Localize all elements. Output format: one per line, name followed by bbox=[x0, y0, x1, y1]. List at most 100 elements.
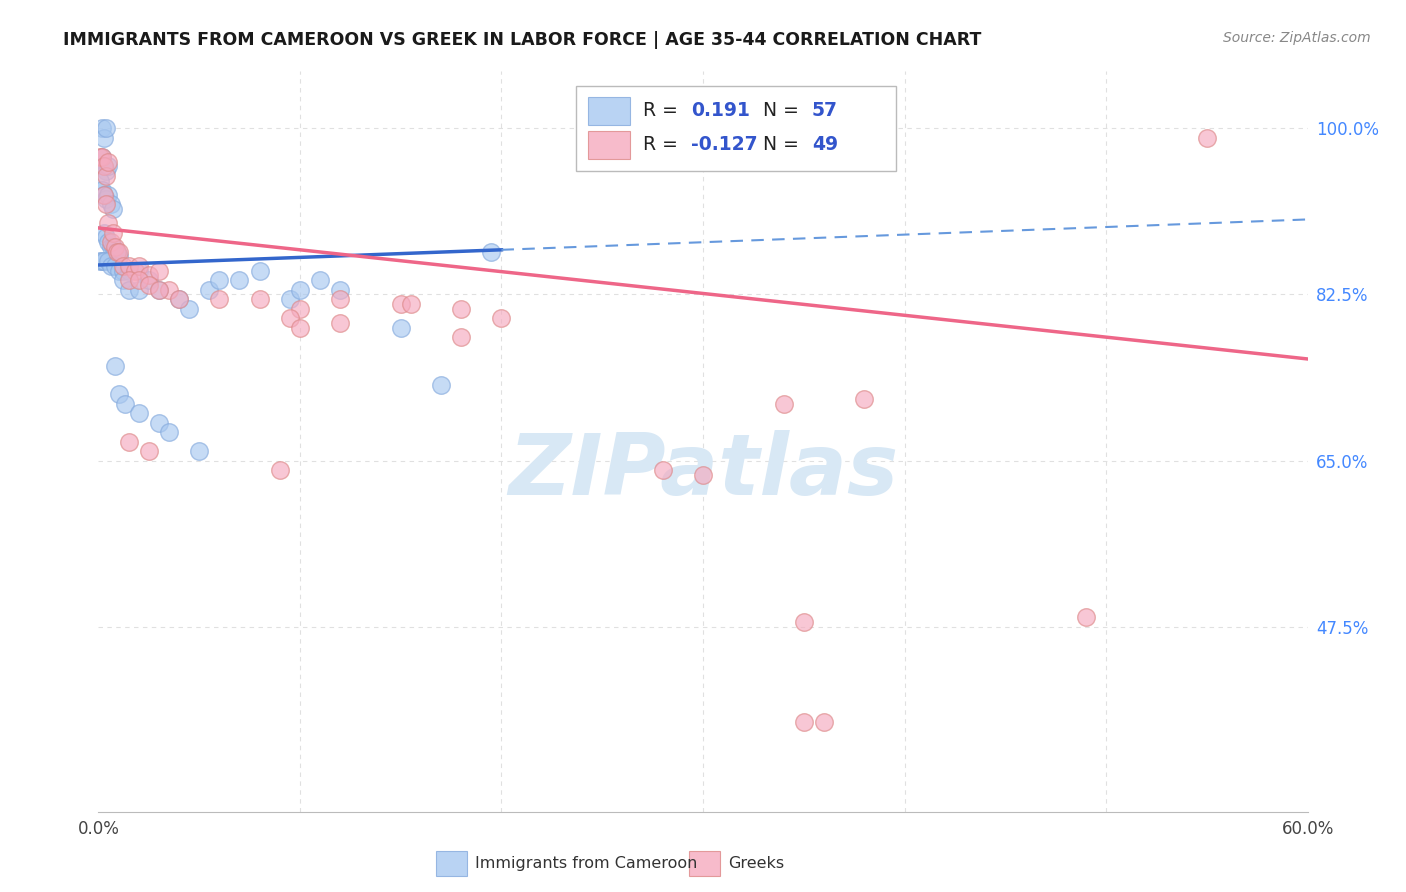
Point bbox=[813, 714, 835, 729]
Point bbox=[101, 202, 124, 216]
Point bbox=[148, 263, 170, 277]
Point bbox=[288, 320, 311, 334]
Point bbox=[103, 359, 125, 373]
Text: Source: ZipAtlas.com: Source: ZipAtlas.com bbox=[1223, 31, 1371, 45]
FancyBboxPatch shape bbox=[436, 851, 467, 876]
Point bbox=[118, 283, 141, 297]
Point bbox=[96, 164, 118, 178]
Point bbox=[118, 273, 141, 287]
Point bbox=[93, 159, 115, 173]
Point bbox=[148, 283, 170, 297]
Point bbox=[853, 392, 876, 406]
Point bbox=[138, 273, 160, 287]
Point bbox=[793, 714, 815, 729]
Point bbox=[128, 283, 150, 297]
Point bbox=[430, 377, 453, 392]
Point bbox=[100, 259, 122, 273]
Point bbox=[96, 193, 118, 207]
Point bbox=[118, 434, 141, 449]
Point bbox=[208, 273, 231, 287]
FancyBboxPatch shape bbox=[588, 97, 630, 126]
Point bbox=[651, 463, 673, 477]
Point bbox=[91, 150, 114, 164]
Point bbox=[93, 130, 115, 145]
Point bbox=[128, 273, 150, 287]
Point bbox=[89, 254, 111, 268]
Text: IMMIGRANTS FROM CAMEROON VS GREEK IN LABOR FORCE | AGE 35-44 CORRELATION CHART: IMMIGRANTS FROM CAMEROON VS GREEK IN LAB… bbox=[63, 31, 981, 49]
Point bbox=[793, 615, 815, 629]
Text: Immigrants from Cameroon: Immigrants from Cameroon bbox=[475, 856, 697, 871]
Text: R =: R = bbox=[643, 101, 683, 120]
Point bbox=[91, 183, 114, 197]
Point bbox=[389, 297, 412, 311]
Text: N =: N = bbox=[763, 136, 806, 154]
Point bbox=[96, 197, 118, 211]
Point bbox=[288, 301, 311, 316]
Point bbox=[101, 226, 124, 240]
Point bbox=[96, 121, 118, 136]
Text: -0.127: -0.127 bbox=[690, 136, 758, 154]
Point bbox=[389, 320, 412, 334]
Point bbox=[107, 263, 129, 277]
Point bbox=[97, 254, 120, 268]
Point bbox=[101, 240, 124, 254]
Point bbox=[97, 235, 120, 250]
Point bbox=[97, 187, 120, 202]
FancyBboxPatch shape bbox=[689, 851, 720, 876]
Point bbox=[329, 292, 352, 306]
Point bbox=[309, 273, 332, 287]
Point bbox=[93, 159, 115, 173]
Point bbox=[138, 268, 160, 283]
Point bbox=[93, 254, 115, 268]
Point bbox=[228, 273, 250, 287]
Point bbox=[450, 330, 472, 344]
Point bbox=[157, 425, 180, 439]
Point bbox=[1074, 610, 1097, 624]
Point bbox=[96, 230, 118, 244]
Point bbox=[692, 467, 714, 482]
Point bbox=[128, 406, 150, 420]
FancyBboxPatch shape bbox=[576, 87, 897, 171]
Point bbox=[107, 244, 129, 259]
Point bbox=[89, 150, 111, 164]
Point bbox=[107, 387, 129, 401]
Point bbox=[399, 297, 422, 311]
Text: ZIPatlas: ZIPatlas bbox=[508, 430, 898, 513]
Point bbox=[772, 396, 794, 410]
Point bbox=[105, 244, 128, 259]
Point bbox=[138, 444, 160, 458]
Point bbox=[103, 240, 125, 254]
Text: 0.191: 0.191 bbox=[690, 101, 749, 120]
Point bbox=[96, 169, 118, 183]
Point bbox=[1195, 130, 1218, 145]
Point bbox=[103, 244, 125, 259]
FancyBboxPatch shape bbox=[588, 131, 630, 160]
Point bbox=[89, 173, 111, 187]
Point bbox=[167, 292, 190, 306]
Point bbox=[91, 254, 114, 268]
Point bbox=[128, 263, 150, 277]
Point bbox=[107, 250, 129, 264]
Point bbox=[179, 301, 201, 316]
Point bbox=[198, 283, 221, 297]
Point bbox=[481, 244, 503, 259]
Point bbox=[124, 263, 146, 277]
Point bbox=[93, 226, 115, 240]
Point bbox=[100, 235, 122, 250]
Point bbox=[93, 187, 115, 202]
Point bbox=[269, 463, 291, 477]
Point bbox=[329, 283, 352, 297]
Point bbox=[105, 244, 128, 259]
Point bbox=[491, 311, 513, 326]
Point bbox=[157, 283, 180, 297]
Text: R =: R = bbox=[643, 136, 683, 154]
Point bbox=[111, 273, 134, 287]
Point bbox=[118, 259, 141, 273]
Point bbox=[111, 263, 134, 277]
Text: 49: 49 bbox=[811, 136, 838, 154]
Point bbox=[128, 259, 150, 273]
Point bbox=[288, 283, 311, 297]
Point bbox=[278, 292, 301, 306]
Point bbox=[167, 292, 190, 306]
Point bbox=[93, 187, 115, 202]
